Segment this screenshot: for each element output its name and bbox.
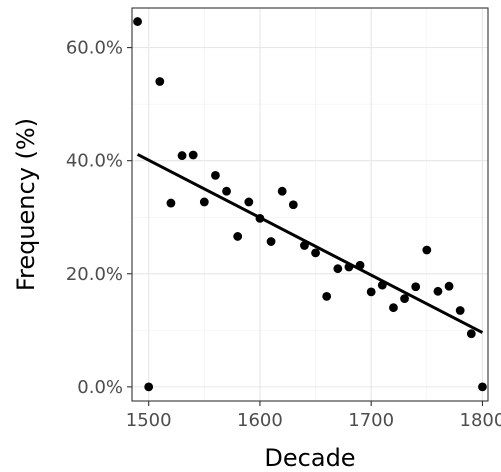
data-point (222, 186, 231, 196)
axis-tick-labels: 1500 1600 1700 1800 0.0% 20.0% 40.0% 60.0% (66, 38, 501, 431)
plot-panel-border (131, 7, 489, 402)
data-point (478, 382, 487, 392)
axis-ticks (127, 47, 483, 406)
x-tick-label: 1500 (126, 410, 172, 431)
major-gridlines (132, 8, 488, 401)
data-point (444, 281, 454, 291)
data-point (211, 170, 220, 180)
y-tick-label: 40.0% (66, 151, 123, 172)
data-point (166, 198, 176, 208)
data-point (244, 197, 254, 207)
data-point (400, 294, 409, 304)
data-point (333, 264, 343, 274)
data-point (322, 291, 332, 301)
trend-line (136, 153, 484, 334)
data-point (177, 151, 187, 160)
data-point (311, 248, 320, 258)
data-point (233, 232, 243, 241)
data-point (455, 306, 465, 315)
data-point (288, 200, 298, 210)
data-point (155, 77, 165, 86)
data-point (133, 17, 142, 26)
data-points (133, 17, 487, 392)
data-point (199, 197, 209, 207)
y-axis-title: Frequency (%) (12, 118, 40, 291)
data-point (411, 282, 421, 292)
data-point (366, 287, 376, 297)
x-tick-label: 1700 (348, 410, 394, 431)
minor-gridlines (132, 8, 488, 401)
data-point (144, 382, 154, 392)
y-tick-label: 0.0% (77, 377, 123, 398)
trend-line-group (136, 153, 484, 334)
data-point (266, 237, 276, 246)
data-point (277, 186, 287, 196)
data-point (433, 286, 443, 296)
x-axis-title: Decade (264, 444, 355, 472)
data-point (466, 329, 476, 339)
x-tick-label: 1600 (237, 410, 283, 431)
data-point (422, 245, 432, 255)
data-point (389, 303, 398, 313)
y-tick-label: 60.0% (66, 38, 123, 59)
y-tick-label: 20.0% (66, 264, 123, 285)
data-point (188, 150, 198, 160)
x-tick-label: 1800 (460, 410, 501, 431)
